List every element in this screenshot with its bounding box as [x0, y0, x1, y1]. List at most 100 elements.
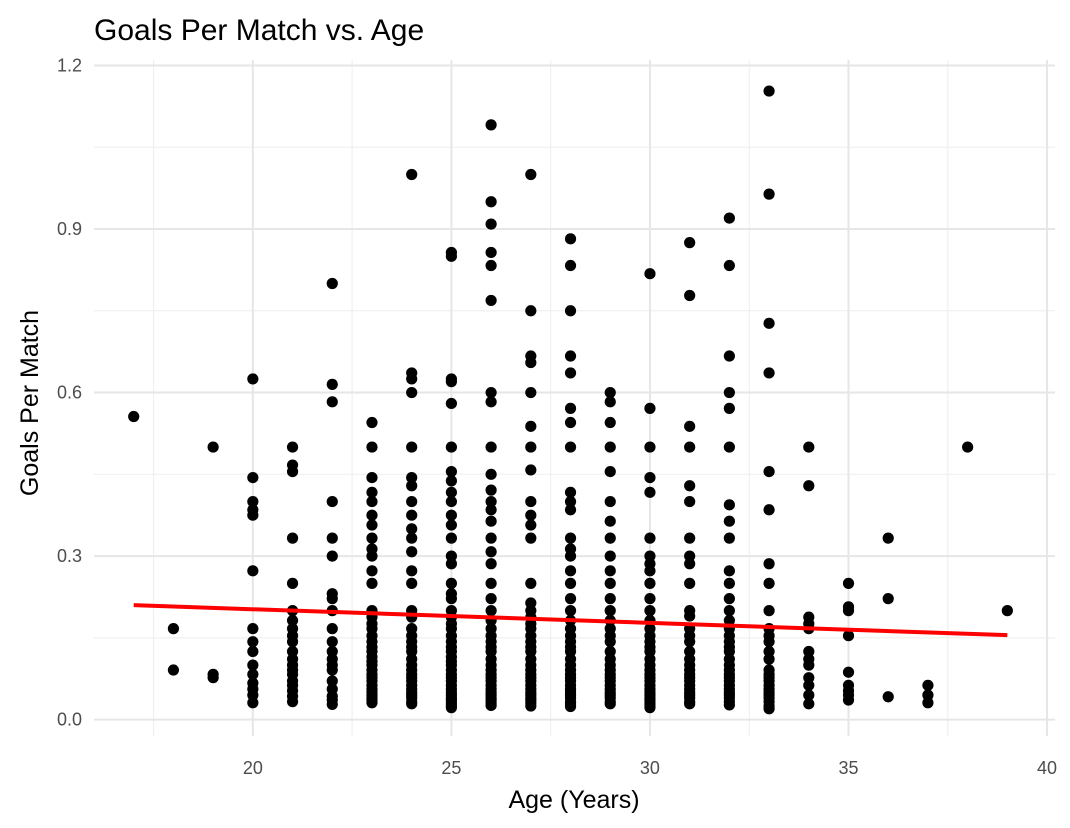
- data-point: [326, 550, 338, 562]
- data-point: [644, 577, 656, 589]
- data-point: [286, 636, 299, 648]
- data-point: [723, 212, 735, 224]
- data-point: [326, 532, 338, 544]
- data-point: [723, 402, 735, 414]
- data-point: [445, 558, 457, 570]
- data-point: [525, 495, 537, 508]
- data-point: [445, 441, 457, 453]
- x-tick-label: 25: [441, 758, 461, 778]
- data-point: [445, 486, 457, 498]
- data-point: [564, 367, 577, 379]
- data-point: [684, 420, 696, 432]
- data-point: [247, 645, 259, 658]
- data-point: [445, 475, 457, 487]
- data-point: [922, 679, 934, 691]
- data-points: [128, 85, 1013, 715]
- data-point: [564, 577, 577, 589]
- data-point: [247, 697, 259, 709]
- data-point: [366, 532, 378, 544]
- x-tick-label: 35: [838, 758, 858, 778]
- data-point: [564, 259, 577, 272]
- data-point: [644, 532, 656, 544]
- data-point: [803, 689, 815, 701]
- data-point: [286, 532, 299, 544]
- x-axis-title: Age (Years): [508, 786, 639, 814]
- data-point: [247, 668, 259, 680]
- data-point: [525, 532, 537, 544]
- data-point: [406, 471, 418, 484]
- data-point: [564, 532, 577, 544]
- data-point: [564, 700, 577, 713]
- data-point: [366, 486, 378, 498]
- data-point: [604, 593, 616, 605]
- chart-title: Goals Per Match vs. Age: [94, 14, 424, 47]
- data-point: [128, 410, 140, 423]
- data-point: [564, 350, 577, 362]
- data-point: [723, 532, 735, 544]
- x-tick-label: 30: [640, 758, 660, 778]
- data-point: [564, 402, 577, 414]
- data-point: [286, 696, 299, 708]
- data-point: [485, 294, 497, 307]
- data-point: [485, 441, 497, 453]
- data-point: [445, 702, 457, 714]
- data-point: [286, 465, 299, 478]
- data-point: [366, 519, 378, 531]
- data-point: [326, 495, 338, 508]
- data-point: [723, 614, 735, 627]
- data-point: [604, 441, 616, 453]
- data-point: [644, 605, 656, 617]
- data-point: [842, 577, 855, 589]
- data-point: [207, 672, 219, 684]
- data-point: [763, 85, 775, 97]
- data-point: [366, 441, 378, 453]
- data-point: [525, 420, 537, 432]
- data-point: [525, 577, 537, 589]
- data-point: [167, 623, 180, 635]
- trend-line-group: [133, 603, 1008, 638]
- data-point: [366, 565, 378, 577]
- data-point: [326, 593, 338, 605]
- data-point: [763, 558, 775, 570]
- y-tick-label: 0.3: [57, 546, 82, 566]
- data-point: [604, 396, 616, 408]
- data-point: [406, 698, 418, 710]
- data-point: [763, 577, 775, 589]
- data-point: [564, 550, 577, 562]
- data-point: [763, 188, 775, 200]
- data-point: [286, 577, 299, 589]
- data-point: [803, 659, 815, 671]
- data-point: [684, 441, 696, 453]
- data-point: [406, 577, 418, 589]
- data-point: [684, 577, 696, 589]
- data-point: [842, 666, 855, 678]
- data-point: [723, 565, 735, 577]
- data-point: [326, 675, 338, 687]
- data-point: [247, 659, 259, 671]
- data-point: [644, 702, 656, 714]
- data-point: [882, 532, 894, 544]
- data-point: [406, 509, 418, 521]
- data-point: [366, 550, 378, 562]
- data-point: [525, 509, 537, 521]
- data-point: [723, 350, 735, 362]
- data-point: [564, 565, 577, 577]
- data-point: [485, 605, 497, 617]
- data-point: [485, 577, 497, 589]
- data-point: [644, 565, 656, 577]
- data-point: [723, 499, 735, 511]
- data-point: [525, 386, 537, 399]
- major-gridlines: [94, 60, 1055, 736]
- data-point: [485, 218, 497, 230]
- y-tick-label: 0.6: [57, 383, 82, 403]
- x-axis-tick-labels: 20 25 30 35 40: [243, 758, 1057, 778]
- data-point: [962, 441, 974, 453]
- data-point: [644, 593, 656, 605]
- data-point: [326, 698, 338, 710]
- data-point: [485, 246, 497, 259]
- data-point: [247, 373, 259, 385]
- data-point: [564, 441, 577, 453]
- data-point: [604, 577, 616, 589]
- data-point: [1001, 605, 1013, 617]
